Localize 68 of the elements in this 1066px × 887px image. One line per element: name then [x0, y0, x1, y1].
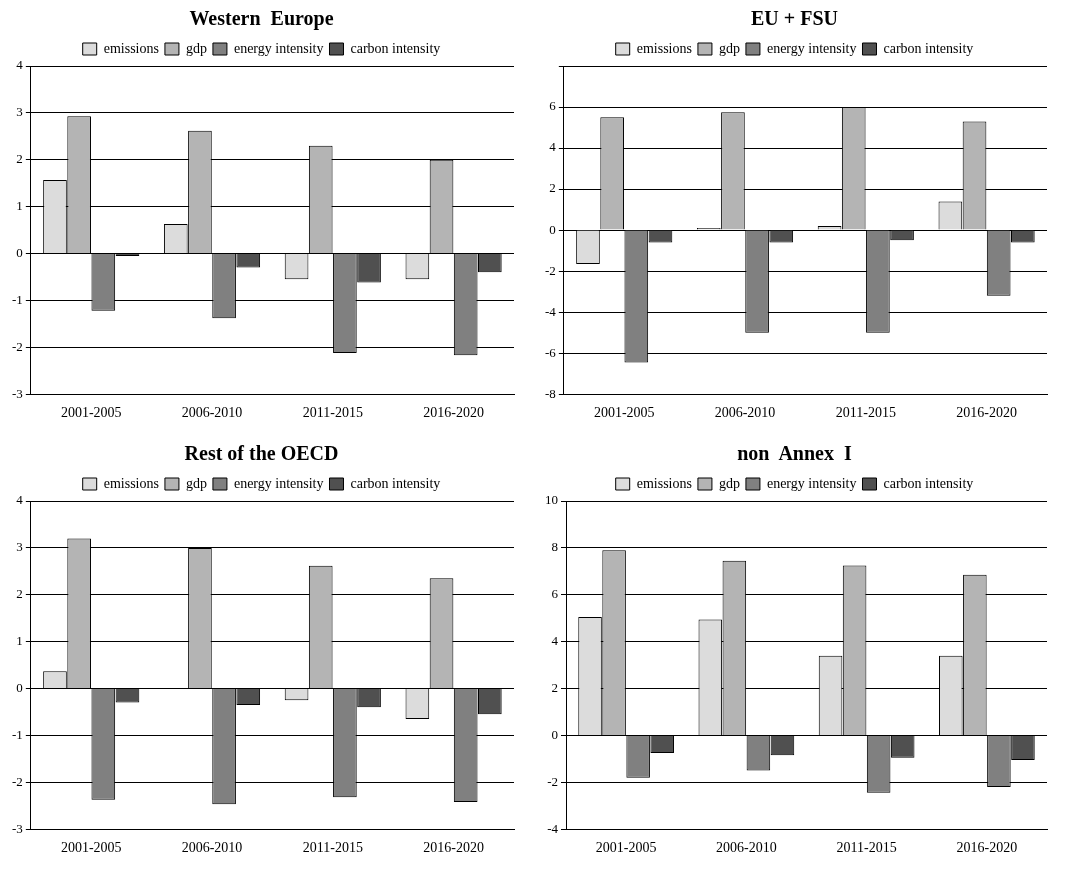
x-tick-label: 2011-2015: [835, 405, 896, 421]
legend-label: energy intensity: [233, 40, 324, 56]
legend-label: gdp: [185, 40, 207, 56]
x-tick-label: 2001-2005: [593, 405, 655, 421]
legend-label: gdp: [718, 475, 740, 491]
x-tick-label: 2016-2020: [956, 405, 1017, 421]
x-tick-label: 2006-2010: [716, 840, 777, 856]
legend-label: energy intensity: [233, 475, 324, 491]
x-tick-label: 2006-2010: [181, 840, 243, 856]
y-tick-label: -1: [11, 291, 23, 307]
x-tick-label: 2011-2015: [302, 840, 363, 856]
x-tick-label: 2006-2010: [181, 405, 243, 421]
legend-label: carbon intensity: [883, 475, 974, 491]
y-tick-label: -6: [544, 344, 557, 360]
chart-title: Rest of the OECD: [184, 442, 339, 465]
y-tick-label: -2: [11, 338, 23, 354]
y-tick-label: 0: [16, 244, 23, 260]
y-tick-label: -2: [11, 773, 23, 789]
y-tick-label: 4: [549, 139, 557, 155]
y-tick-label: 2: [549, 180, 556, 196]
x-tick-label: 2006-2010: [714, 405, 776, 421]
legend-label: carbon intensity: [350, 475, 441, 491]
x-tick-label: 2016-2020: [423, 405, 484, 421]
y-tick-label: -8: [544, 385, 556, 401]
x-tick-label: 2016-2020: [956, 840, 1018, 856]
x-tick-label: 2011-2015: [302, 405, 363, 421]
legend-label: carbon intensity: [883, 40, 974, 56]
y-tick-label: 3: [16, 104, 23, 120]
y-tick-label: -1: [11, 726, 23, 742]
legend-label: emissions: [636, 40, 692, 56]
legend-label: carbon intensity: [350, 40, 441, 56]
y-tick-label: 4: [16, 492, 24, 508]
y-tick-label: 6: [551, 586, 559, 602]
x-tick-label: 2001-2005: [60, 405, 122, 421]
x-tick-label: 2001-2005: [60, 840, 122, 856]
y-tick-label: -4: [544, 303, 557, 319]
y-tick-label: 0: [551, 726, 558, 742]
y-tick-label: -3: [11, 820, 23, 836]
legend-label: energy intensity: [766, 40, 857, 56]
legend-label: gdp: [185, 475, 207, 491]
x-tick-label: 2001-2005: [595, 840, 657, 856]
chart-title: Western Europe: [189, 7, 334, 31]
y-tick-label: 0: [16, 679, 23, 695]
legend-label: energy intensity: [766, 475, 857, 491]
y-tick-label: -3: [11, 385, 23, 401]
chart-title: EU + FSU: [751, 7, 838, 30]
y-tick-label: -2: [544, 262, 556, 278]
legend-label: emissions: [103, 40, 159, 56]
y-tick-label: 2: [551, 679, 558, 695]
y-tick-label: 2: [16, 151, 23, 167]
x-tick-label: 2016-2020: [423, 840, 484, 856]
y-tick-label: 4: [551, 633, 559, 649]
y-tick-label: 8: [551, 539, 558, 555]
legend-label: emissions: [636, 475, 692, 491]
legend-label: gdp: [718, 40, 740, 56]
y-tick-label: 1: [16, 633, 23, 649]
y-tick-label: 4: [16, 57, 24, 73]
y-tick-label: 1: [16, 198, 23, 214]
x-tick-label: 2011-2015: [836, 840, 897, 856]
legend-label: emissions: [103, 475, 159, 491]
y-tick-label: 6: [549, 98, 557, 114]
y-tick-label: -4: [547, 820, 559, 836]
chart-title: non Annex I: [737, 442, 852, 465]
y-tick-label: 2: [16, 586, 23, 602]
y-tick-label: 3: [16, 539, 23, 555]
y-tick-label: 10: [545, 492, 558, 508]
y-tick-label: 0: [549, 221, 556, 237]
y-tick-label: -2: [547, 773, 558, 789]
